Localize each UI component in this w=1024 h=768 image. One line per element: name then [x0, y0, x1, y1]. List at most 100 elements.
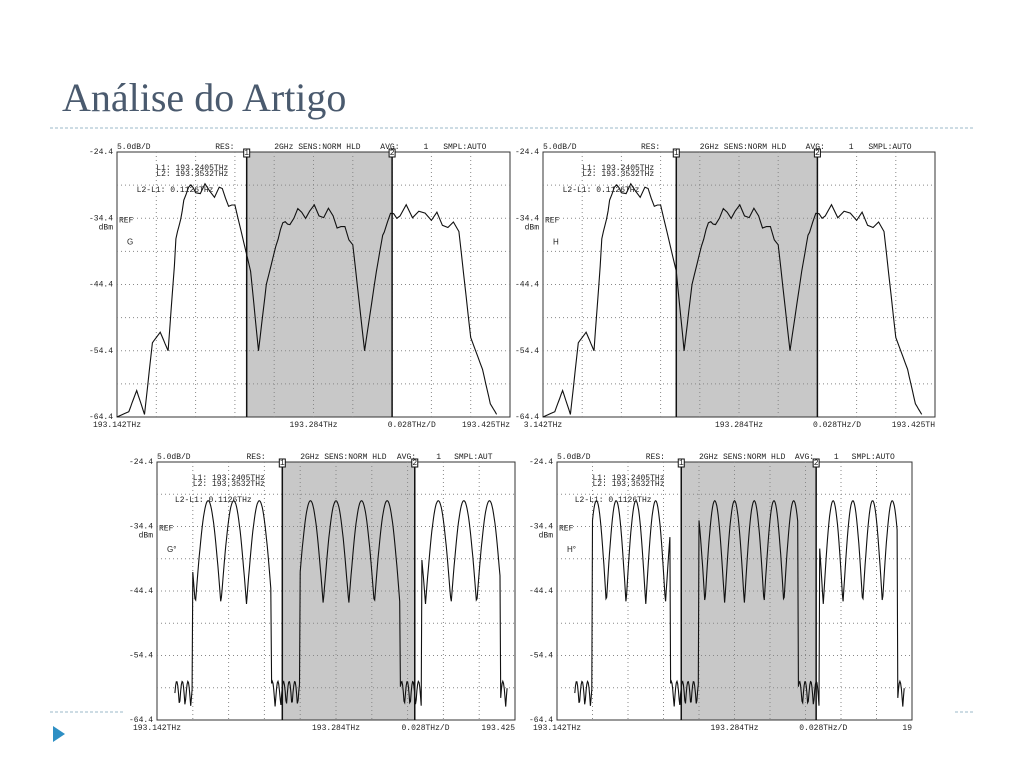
plot-header: RES: [641, 143, 660, 152]
y-tick-label: -54.4 [89, 347, 113, 356]
ref-label: REF [559, 525, 574, 534]
x-tick-label: 0.028THz/D [813, 421, 861, 430]
shaded-band [282, 462, 415, 720]
marker-readout: L2-L1: 0.1126THz [175, 496, 252, 505]
unit-label: dBm [525, 223, 540, 232]
ref-label: REF [159, 525, 174, 534]
plot-header: RES: [215, 143, 234, 152]
plot-header: 2GHz SENS:NORM HLD [300, 453, 387, 462]
y-tick-label: -64.4 [529, 716, 553, 725]
x-tick-label: 193.425THz [462, 421, 510, 430]
plot-header: SMPL:AUTO [443, 143, 486, 152]
marker-id: 2 [390, 149, 395, 158]
marker-box [388, 148, 396, 158]
marker-readout: L1: 193.2405THz [582, 164, 654, 173]
x-tick-label: 193.284THz [289, 421, 337, 430]
plot-header: 2GHz SENS:NORM HLD [699, 453, 786, 462]
y-tick-label: -34.4 [129, 523, 153, 532]
plot-header: 1 [834, 453, 839, 462]
marker-box [677, 458, 685, 468]
marker-id: 2 [815, 149, 820, 158]
marker-readout: L2-L1: 0.1126THz [137, 186, 214, 195]
y-tick-label: -24.4 [129, 458, 153, 467]
plot-header: 1 [436, 453, 441, 462]
y-tick-label: -24.4 [515, 148, 539, 157]
marker-readout: L1: 193.2405THz [156, 164, 228, 173]
x-tick-label: 193.142THz [533, 724, 581, 733]
marker-id: 1 [674, 149, 679, 158]
plot-header: SMPL:AUTO [868, 143, 911, 152]
ref-label: REF [545, 216, 560, 225]
plot-header: SMPL:AUT [454, 453, 493, 462]
y-tick-label: -24.4 [529, 458, 553, 467]
x-tick-label: 193.284THz [715, 421, 763, 430]
y-tick-label: -44.4 [529, 587, 553, 596]
y-tick-label: -64.4 [515, 413, 539, 422]
marker-box [672, 148, 680, 158]
y-tick-label: -24.4 [89, 148, 113, 157]
marker-readout: L2: 193.3532THz [156, 170, 228, 179]
marker-readout: L2: 193.3532THz [582, 170, 654, 179]
x-tick-label: 0.028THz/D [799, 724, 847, 733]
marker-id: 2 [412, 459, 417, 468]
panel-label: G° [167, 545, 176, 554]
plot-header: 1 [849, 143, 854, 152]
marker-readout: L2: 193.3532THz [193, 480, 265, 489]
x-tick-label: 193.284THz [312, 724, 360, 733]
y-tick-label: -54.4 [515, 347, 539, 356]
slide-title: Análise do Artigo [62, 75, 347, 120]
plot-header: 5.0dB/D [557, 453, 591, 462]
y-tick-label: -64.4 [129, 716, 153, 725]
y-tick-label: -34.4 [515, 214, 539, 223]
marker-readout: L2-L1: 0.1126THz [575, 496, 652, 505]
plot-header: AVG: [397, 453, 416, 462]
plot-header: RES: [247, 453, 266, 462]
y-tick-label: -54.4 [129, 652, 153, 661]
spectrum-trace [116, 182, 498, 418]
plot-header: RES: [646, 453, 665, 462]
plot-header: SMPL:AUTO [852, 453, 895, 462]
spectrum-trace [542, 182, 923, 418]
marker-box [278, 458, 286, 468]
marker-box [813, 148, 821, 158]
panel-label: H° [567, 545, 576, 554]
marker-readout: L1: 193.2405THz [193, 474, 265, 483]
shaded-band [676, 152, 818, 417]
bullet [53, 726, 65, 742]
plot-header: 5.0dB/D [157, 453, 191, 462]
ref-label: REF [119, 216, 134, 225]
plot-header: 1 [424, 143, 429, 152]
plot-header: 2GHz SENS:NORM HLD [274, 143, 361, 152]
x-tick-label: 19 [902, 724, 912, 733]
plot-header: AVG: [806, 143, 825, 152]
marker-id: 2 [814, 459, 819, 468]
x-tick-label: 193.142THz [133, 724, 181, 733]
plot-header: AVG: [380, 143, 399, 152]
marker-box [812, 458, 820, 468]
y-tick-label: -34.4 [529, 523, 553, 532]
shaded-band [246, 152, 393, 417]
y-tick-label: -34.4 [89, 214, 113, 223]
marker-id: 1 [244, 149, 249, 158]
y-tick-label: -44.4 [89, 281, 113, 290]
plot-header: 2GHz SENS:NORM HLD [700, 143, 787, 152]
y-tick-label: -64.4 [89, 413, 113, 422]
plot-header: 5.0dB/D [117, 143, 151, 152]
panel-label: G [127, 237, 133, 246]
spectrum-trace [174, 500, 508, 707]
spectrum-trace [574, 499, 905, 707]
x-tick-label: 0.028THz/D [388, 421, 436, 430]
unit-label: dBm [539, 532, 554, 541]
marker-readout: L1: 193.2405THz [593, 474, 665, 483]
marker-id: 1 [280, 459, 285, 468]
marker-box [243, 148, 251, 158]
marker-readout: L2-L1: 0.1126THz [563, 186, 640, 195]
unit-label: dBm [99, 223, 114, 232]
marker-box [411, 458, 419, 468]
x-tick-label: 3.142THz [524, 421, 563, 430]
plot-header: AVG: [795, 453, 814, 462]
y-tick-label: -44.4 [515, 281, 539, 290]
marker-readout: L2: 193.3532THz [593, 480, 665, 489]
x-tick-label: 193.142THz [93, 421, 141, 430]
